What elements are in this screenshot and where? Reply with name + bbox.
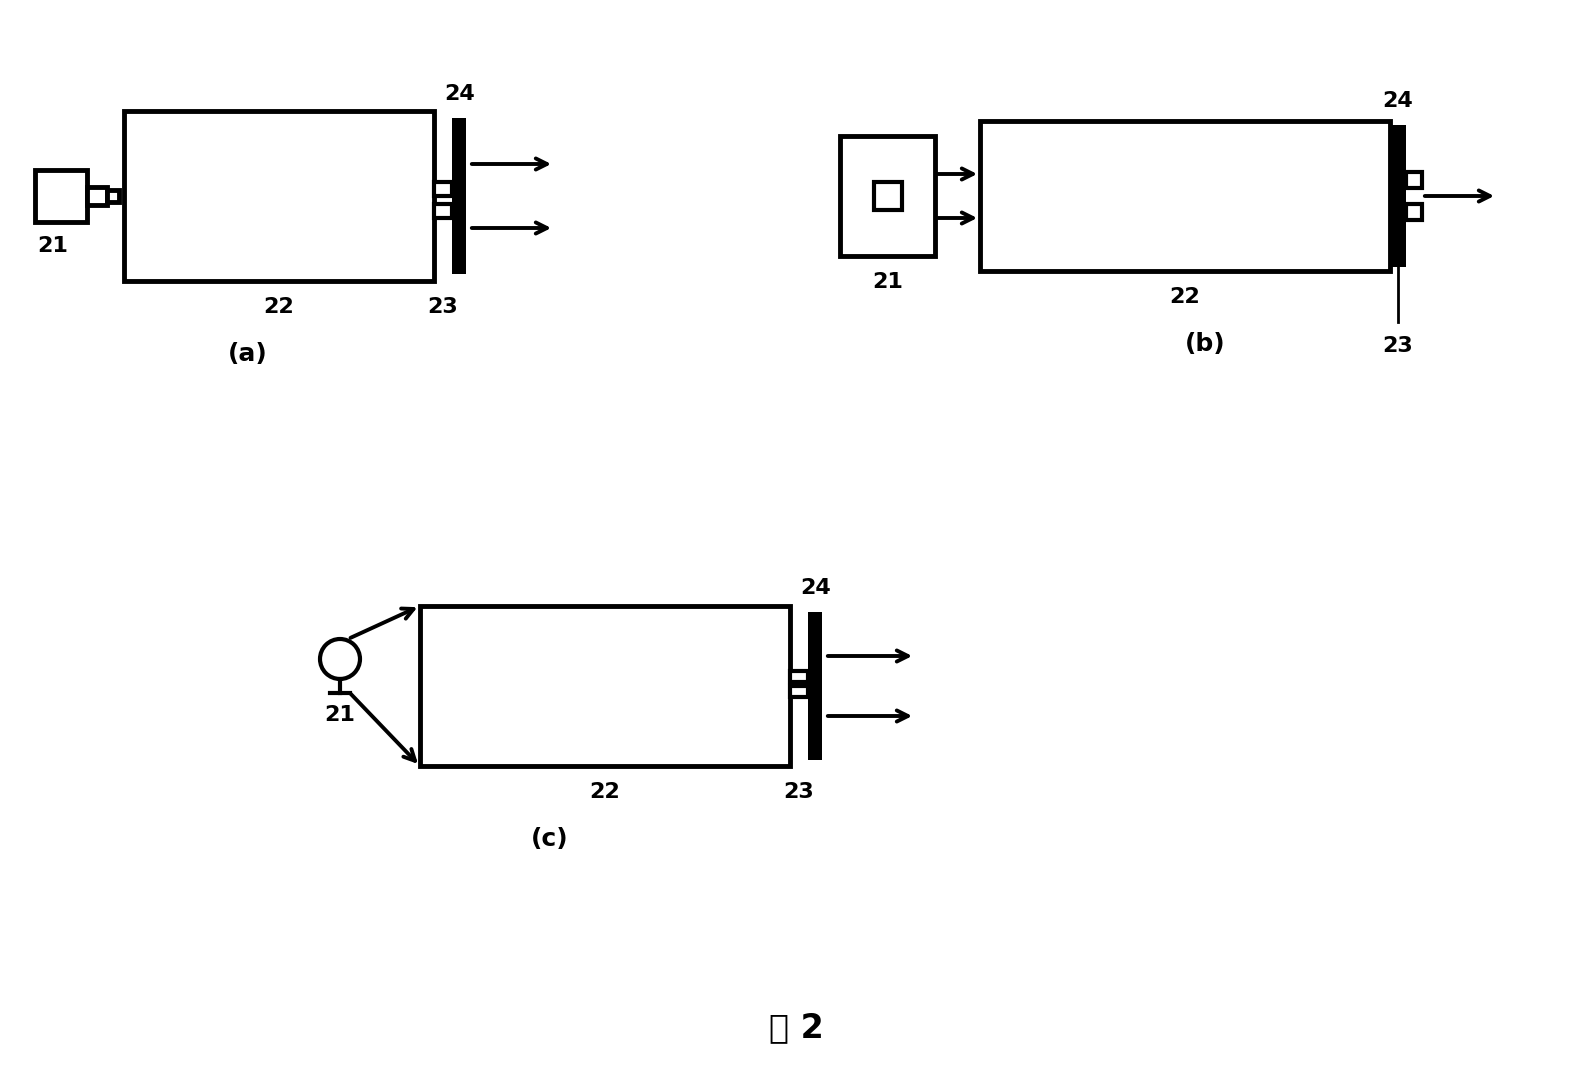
Bar [35, 170, 88, 222]
Bar [88, 187, 107, 206]
Text: 24: 24 [1383, 90, 1413, 111]
Bar [808, 612, 822, 760]
Bar [421, 606, 790, 766]
Text: 21: 21 [37, 236, 68, 256]
Bar [433, 204, 452, 218]
Bar [790, 686, 808, 697]
Text: (a): (a) [228, 342, 268, 366]
Text: 24: 24 [801, 579, 832, 598]
Text: 图 2: 图 2 [769, 1011, 824, 1045]
Bar [873, 182, 902, 210]
Bar [790, 671, 808, 682]
Bar [980, 121, 1391, 271]
Text: 21: 21 [325, 705, 355, 725]
Text: (b): (b) [1185, 332, 1225, 356]
Text: 22: 22 [589, 782, 620, 802]
Bar [1407, 204, 1423, 220]
Text: 24: 24 [444, 84, 475, 103]
Text: 22: 22 [263, 297, 295, 317]
Bar [433, 182, 452, 196]
Text: 22: 22 [1169, 287, 1201, 307]
Bar [840, 136, 935, 256]
Bar [452, 117, 467, 274]
Bar [124, 111, 433, 281]
Text: 23: 23 [784, 782, 814, 802]
Text: 21: 21 [871, 272, 903, 292]
Text: 23: 23 [1383, 336, 1413, 356]
Bar [1391, 125, 1407, 267]
Text: (c): (c) [530, 827, 569, 851]
Bar [1407, 172, 1423, 188]
Bar [107, 190, 119, 202]
Text: 23: 23 [427, 297, 459, 317]
